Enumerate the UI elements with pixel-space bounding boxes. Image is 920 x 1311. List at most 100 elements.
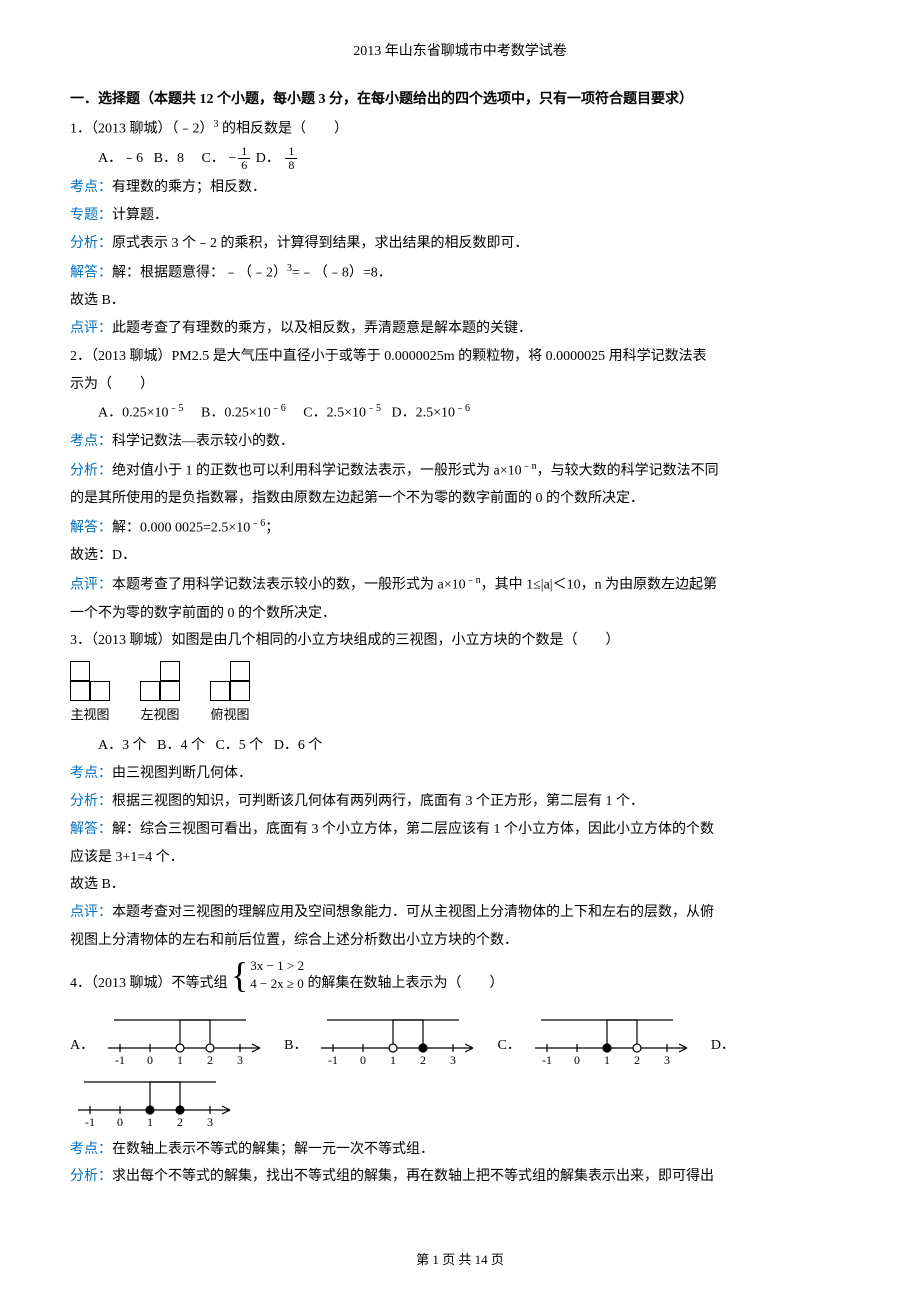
left-view-label: 左视图 (140, 704, 180, 726)
q1-jieda: 解答：解：根据题意得：﹣（﹣2）3=﹣（﹣8）=8． (70, 260, 850, 285)
svg-text:-1: -1 (328, 1053, 338, 1067)
jieda-label: 解答： (70, 521, 112, 536)
q3-guxuan: 故选 B． (70, 873, 850, 897)
svg-text:3: 3 (207, 1115, 213, 1129)
cell (70, 681, 90, 701)
q2-opt-a-pre: A．0.25×10 (98, 406, 169, 421)
q3-options: A．3 个 B．4 个 C．5 个 D．6 个 (70, 734, 850, 758)
svg-text:3: 3 (450, 1053, 456, 1067)
fenxi-label: 分析： (70, 794, 112, 809)
jieda-label: 解答： (70, 265, 112, 280)
svg-text:1: 1 (390, 1053, 396, 1067)
q2-jieda: 解答：解：0.000 0025=2.5×10﹣6； (70, 515, 850, 540)
q4-stem: 4．（2013 聊城）不等式组 { 3x − 1 > 2 4 − 2x ≥ 0 … (70, 957, 850, 996)
q4-options-row1: A． -10123 B． -10123 C． -10123 D． (70, 1008, 850, 1064)
q1-opt-d-den: 8 (285, 159, 297, 172)
top-view-grid (210, 661, 250, 701)
q3-dianping-1: 本题考查对三视图的理解应用及空间想象能力．可从主视图上分清物体的上下和左右的层数… (112, 905, 714, 920)
numline-b: -1 0 1 2 3 (313, 1008, 483, 1064)
left-view: 左视图 (140, 661, 180, 726)
q1-kaodian-text: 有理数的乘方；相反数． (112, 180, 266, 195)
left-view-grid (140, 661, 180, 701)
svg-text:0: 0 (360, 1053, 366, 1067)
sys-row-1: 3x − 1 > 2 (250, 957, 304, 975)
q1-fenxi-text: 原式表示 3 个﹣2 的乘积，计算得到结果，求出结果的相反数即可． (112, 236, 529, 251)
q1-opt-d-label: D． (256, 151, 280, 166)
q2-options: A．0.25×10﹣5 B．0.25×10﹣6 C．2.5×10﹣5 D．2.5… (70, 400, 850, 425)
numline-c: -10123 (527, 1008, 697, 1064)
q4-fenxi-text: 求出每个不等式的解集，找出不等式组的解集，再在数轴上把不等式组的解集表示出来，即… (112, 1169, 714, 1184)
cell (160, 681, 180, 701)
q2-kaodian: 考点：科学记数法—表示较小的数． (70, 430, 850, 454)
kaodian-label: 考点： (70, 434, 112, 449)
cell (210, 681, 230, 701)
q3-jieda: 解答：解：综合三视图可看出，底面有 3 个小立方体，第二层应该有 1 个小立方体… (70, 818, 850, 842)
q1-kaodian: 考点：有理数的乘方；相反数． (70, 176, 850, 200)
q4-opt-a-label: A． (70, 1034, 94, 1064)
q1-opt-a: A．﹣6 (98, 151, 143, 166)
svg-text:0: 0 (147, 1053, 153, 1067)
q2-jieda-sup: ﹣6 (250, 518, 265, 529)
q2-fenxi: 分析：绝对值小于 1 的正数也可以利用科学记数法表示，一般形式为 a×10﹣n，… (70, 458, 850, 483)
jieda-label: 解答： (70, 822, 112, 837)
q2-opt-b-pre: B．0.25×10 (201, 406, 271, 421)
cell (90, 681, 110, 701)
kaodian-label: 考点： (70, 1142, 112, 1157)
zhuanti-label: 专题： (70, 208, 112, 223)
svg-text:-1: -1 (542, 1053, 552, 1067)
q2-opt-b-sup: ﹣6 (271, 403, 286, 414)
q3-dianping-2: 视图上分清物体的左右和前后位置，综合上述分析数出小立方块的个数． (70, 929, 850, 953)
q4-opt-d-label: D． (711, 1034, 735, 1064)
svg-text:-1: -1 (115, 1053, 125, 1067)
q2-fenxi-sup: ﹣n (522, 461, 537, 472)
q1-stem: 1．（2013 聊城）（﹣2）3 的相反数是（ ） (70, 116, 850, 141)
svg-text:2: 2 (177, 1115, 183, 1129)
q1-opt-d-num: 1 (285, 145, 297, 159)
fenxi-label: 分析： (70, 1169, 112, 1184)
svg-text:0: 0 (117, 1115, 123, 1129)
q4-opt-d-item: D． (711, 1034, 735, 1064)
inequality-system: { 3x − 1 > 2 4 − 2x ≥ 0 (231, 957, 304, 993)
q3-opt-b: B．4 个 (157, 738, 205, 753)
left-brace-icon: { (231, 957, 248, 993)
numline-d: -10123 (70, 1070, 240, 1126)
dianping-label: 点评： (70, 905, 112, 920)
q2-guxuan: 故选：D． (70, 544, 850, 568)
q4-stem-pre: 4．（2013 聊城）不等式组 (70, 976, 228, 991)
q2-dianping-sup: ﹣n (466, 575, 481, 586)
q4-opt-c-item: C． -10123 (497, 1008, 696, 1064)
cell-empty (210, 661, 230, 681)
three-views: 主视图 左视图 俯视图 (70, 661, 850, 726)
cell (230, 661, 250, 681)
svg-text:1: 1 (177, 1053, 183, 1067)
q4-opt-b-label: B． (284, 1034, 307, 1064)
cell (140, 681, 160, 701)
q3-kaodian-text: 由三视图判断几何体． (112, 766, 252, 781)
q2-jieda-1: 解：0.000 0025=2.5×10 (112, 521, 250, 536)
q3-stem: 3．（2013 聊城）如图是由几个相同的小立方块组成的三视图，小立方块的个数是（… (70, 629, 850, 653)
system-rows: 3x − 1 > 2 4 − 2x ≥ 0 (250, 957, 304, 993)
q3-opt-a: A．3 个 (98, 738, 147, 753)
svg-text:1: 1 (604, 1053, 610, 1067)
svg-text:3: 3 (664, 1053, 670, 1067)
dianping-label: 点评： (70, 578, 112, 593)
q2-stem-line1: 2．（2013 聊城）PM2.5 是大气压中直径小于或等于 0.0000025m… (70, 345, 850, 369)
q2-dianping: 点评：本题考查了用科学记数法表示较小的数，一般形式为 a×10﹣n，其中 1≤|… (70, 572, 850, 597)
dianping-label: 点评： (70, 321, 112, 336)
q3-opt-d: D．6 个 (274, 738, 323, 753)
q3-jieda-2: 应该是 3+1=4 个． (70, 846, 850, 870)
q1-options: A．﹣6 B．8 C． −16 D． 18 (70, 145, 850, 172)
page-footer: 第 1 页 共 14 页 (70, 1249, 850, 1271)
top-view: 俯视图 (210, 661, 250, 726)
section1-heading: 一．选择题（本题共 12 个小题，每小题 3 分，在每小题给出的四个选项中，只有… (70, 88, 850, 112)
q2-dianping-2: ，其中 1≤|a|＜10，n 为由原数左边起第 (481, 578, 718, 593)
document-title: 2013 年山东省聊城市中考数学试卷 (70, 40, 850, 64)
q2-opt-d-pre: D．2.5×10 (391, 406, 455, 421)
svg-text:2: 2 (420, 1053, 426, 1067)
fenxi-label: 分析： (70, 463, 112, 478)
q4-opt-a-item: A． -10123 (70, 1008, 270, 1064)
kaodian-label: 考点： (70, 180, 112, 195)
q3-fenxi: 分析：根据三视图的知识，可判断该几何体有两列两行，底面有 3 个正方形，第二层有… (70, 790, 850, 814)
svg-text:2: 2 (634, 1053, 640, 1067)
q2-fenxi-2: ，与较大数的科学记数法不同 (537, 463, 719, 478)
